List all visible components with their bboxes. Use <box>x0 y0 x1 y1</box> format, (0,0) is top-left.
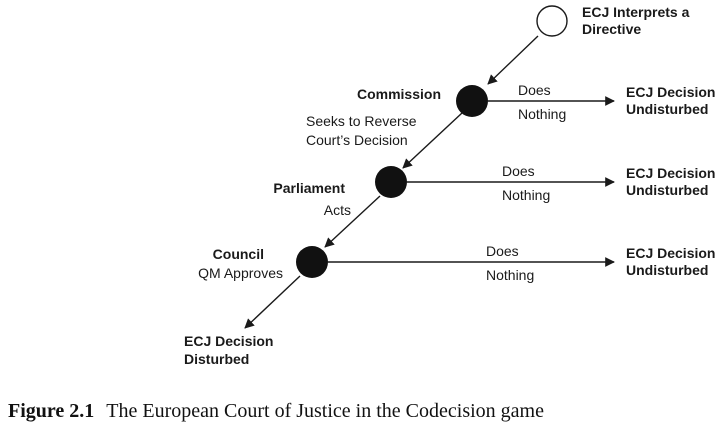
edge-start-to-commission <box>487 35 539 85</box>
commission-does-label: Does <box>518 82 551 98</box>
outcome-disturbed-line1: ECJ Decision <box>184 333 273 349</box>
council-node <box>296 246 328 278</box>
outcome-commission-line2: Undisturbed <box>626 101 708 117</box>
parliament-does-label: Does <box>502 163 535 179</box>
council-does-label: Does <box>486 243 519 259</box>
start-node <box>536 5 568 37</box>
figure-number: Figure 2.1 <box>8 400 95 422</box>
council-label: Council <box>213 246 264 262</box>
commission-nothing-label: Nothing <box>518 106 566 122</box>
commission-node <box>456 85 488 117</box>
parliament-node <box>375 166 407 198</box>
figure-caption: Figure 2.1 The European Court of Justice … <box>8 400 544 423</box>
council-approves-label: QM Approves <box>198 265 283 281</box>
council-nothing-label: Nothing <box>486 267 534 283</box>
parliament-nothing-label: Nothing <box>502 187 550 203</box>
outcome-parliament-line2: Undisturbed <box>626 182 708 198</box>
outcome-parliament-line1: ECJ Decision <box>626 165 715 181</box>
edge-parliament-to-council <box>324 195 381 248</box>
outcome-council-line2: Undisturbed <box>626 262 708 278</box>
parliament-acts-label: Acts <box>324 202 351 218</box>
outcome-council-line1: ECJ Decision <box>626 245 715 261</box>
commission-label: Commission <box>357 86 441 102</box>
start-label-line1: ECJ Interprets a <box>582 4 690 20</box>
commission-reverse-line2: Court’s Decision <box>306 132 408 148</box>
commission-reverse-line1: Seeks to Reverse <box>306 113 417 129</box>
figure-caption-text: The European Court of Justice in the Cod… <box>106 400 544 422</box>
start-label-line2: Directive <box>582 21 641 37</box>
edge-commission-to-parliament <box>402 112 463 169</box>
game-tree-diagram: ECJ Interprets a Directive Commission Se… <box>184 4 715 367</box>
outcome-commission-line1: ECJ Decision <box>626 84 715 100</box>
edge-council-to-disturbed <box>244 275 301 329</box>
parliament-label: Parliament <box>273 180 345 196</box>
outcome-disturbed-line2: Disturbed <box>184 351 249 367</box>
